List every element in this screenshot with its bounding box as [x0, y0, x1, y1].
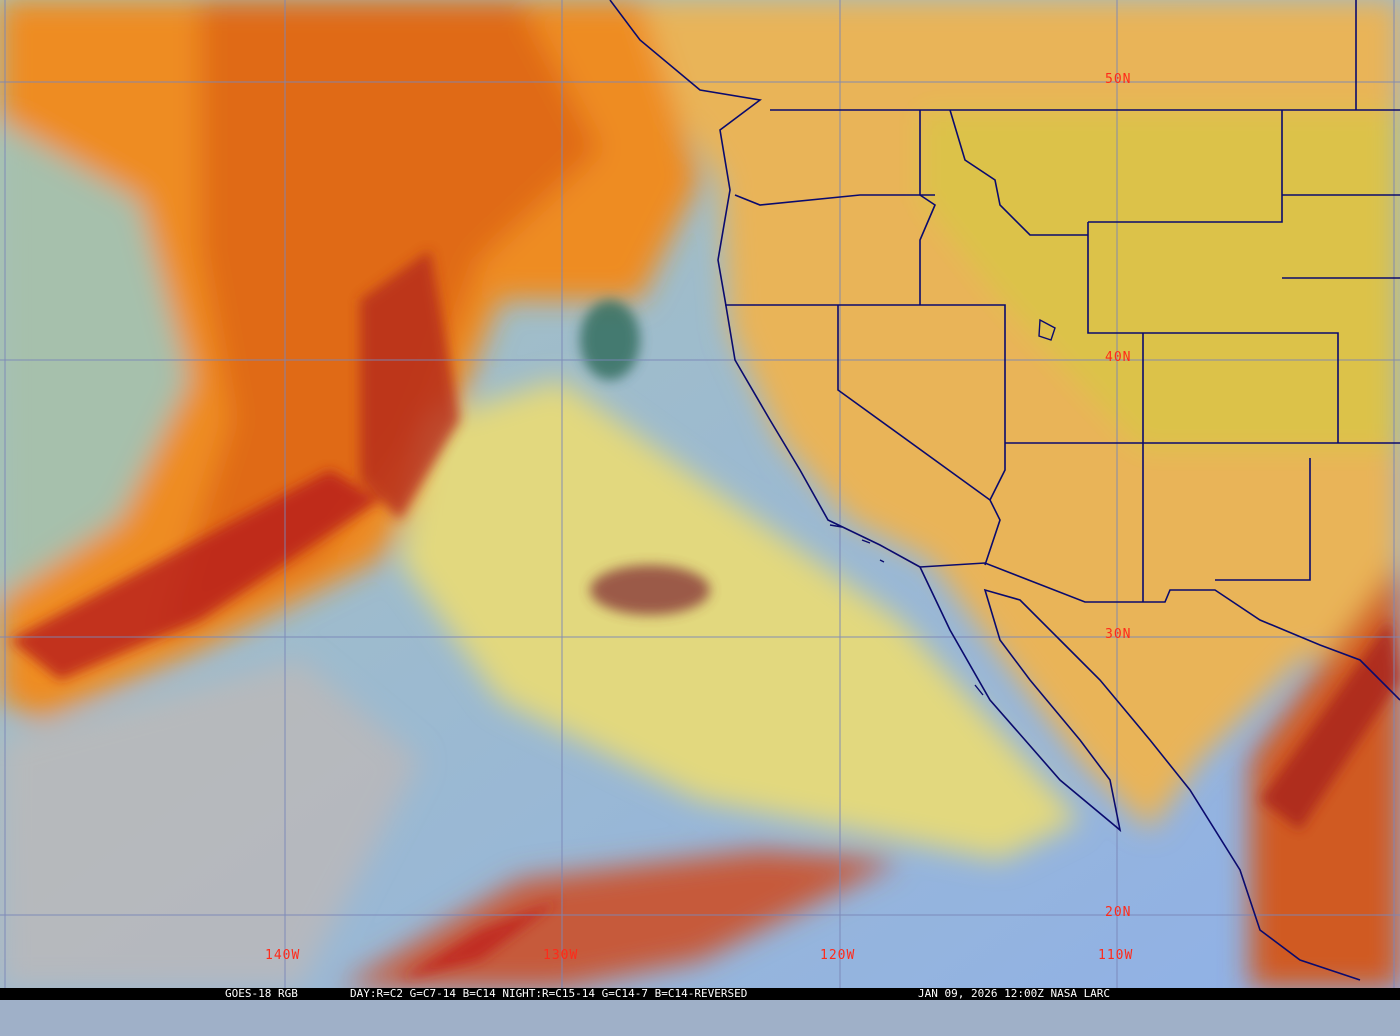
caption-timestamp: JAN 09, 2026 12:00Z NASA LARC — [918, 987, 1111, 1000]
caption-recipe: DAY:R=C2 G=C7-14 B=C14 NIGHT:R=C15-14 G=… — [350, 987, 748, 1000]
lon-label-120w: 120W — [820, 948, 856, 963]
border-ca-or-nv — [725, 304, 1006, 501]
border-wa-or — [734, 194, 935, 206]
coastline — [609, 0, 1361, 981]
political-boundaries — [609, 0, 1400, 981]
border-us-mexico — [919, 562, 1400, 701]
low-stratus — [400, 380, 1080, 860]
border-ca-nv — [837, 305, 1001, 566]
cloud-patch — [580, 300, 640, 380]
lat-lon-grid — [0, 0, 1400, 988]
lat-label-40n: 40N — [1105, 350, 1132, 365]
lon-label-140w: 140W — [265, 948, 301, 963]
cloud-patch — [590, 565, 710, 615]
caption-satellite: GOES-18 RGB — [225, 987, 298, 1000]
thick-cloud-streak — [1260, 620, 1400, 830]
border-utah-wyoming — [1005, 0, 1400, 602]
interior-yellow-cloud — [920, 110, 1400, 450]
caption-bar: GOES-18 RGB DAY:R=C2 G=C7-14 B=C14 NIGHT… — [0, 988, 1400, 1000]
thick-cloud-streak — [400, 900, 560, 980]
lon-label-110w: 110W — [1098, 948, 1134, 963]
islands — [829, 318, 1056, 696]
thick-cloud-streak — [10, 470, 380, 680]
lat-label-30n: 30N — [1105, 627, 1132, 642]
border-idaho — [919, 109, 1088, 305]
thick-cloud-streak — [360, 250, 460, 520]
lon-label-130w: 130W — [543, 948, 579, 963]
satellite-imagery — [0, 0, 1400, 988]
lat-label-50n: 50N — [1105, 72, 1132, 87]
trade-cumulus — [0, 660, 420, 988]
lat-label-20n: 20N — [1105, 905, 1132, 920]
